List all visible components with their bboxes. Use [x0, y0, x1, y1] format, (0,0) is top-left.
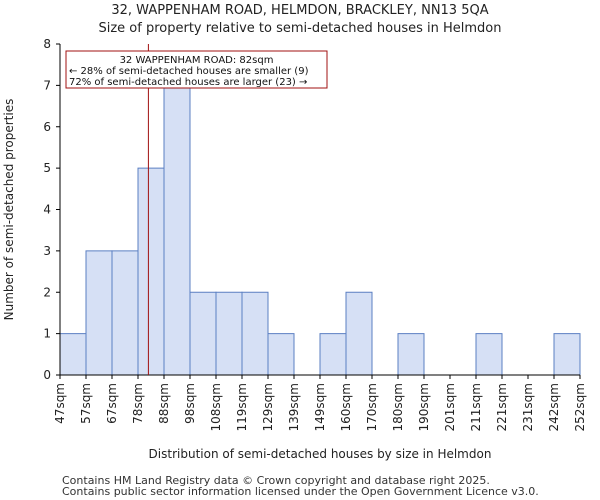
y-tick-label: 3	[43, 244, 51, 258]
histogram-bar	[553, 333, 581, 376]
x-tick-label: 170sqm	[365, 383, 379, 431]
x-tick-label: 108sqm	[209, 383, 223, 431]
x-tick-label: 221sqm	[495, 383, 509, 431]
histogram-bar	[319, 333, 347, 376]
histogram-bar	[267, 333, 295, 376]
x-tick-label: 252sqm	[573, 383, 587, 431]
x-tick-label: 201sqm	[443, 383, 457, 431]
chart-title-subtitle: Size of property relative to semi-detach…	[98, 21, 502, 36]
footer-licence: Contains public sector information licen…	[62, 485, 539, 498]
x-tick-label: 160sqm	[339, 383, 353, 431]
footer-copyright: Contains HM Land Registry data © Crown c…	[62, 474, 490, 487]
x-axis-label: Distribution of semi-detached houses by …	[149, 447, 492, 461]
histogram-bar	[189, 291, 217, 376]
x-tick-label: 98sqm	[183, 383, 197, 424]
x-tick-label: 139sqm	[287, 383, 301, 431]
histogram-bar	[85, 250, 113, 376]
y-tick-label: 5	[43, 161, 51, 175]
x-tick-label: 231sqm	[521, 383, 535, 431]
y-axis-label: Number of semi-detached properties	[2, 99, 16, 321]
y-tick-label: 7	[43, 78, 51, 92]
y-tick-label: 0	[43, 368, 51, 382]
histogram-bar	[345, 291, 373, 376]
annotation-larger: 72% of semi-detached houses are larger (…	[69, 77, 307, 88]
x-tick-label: 180sqm	[391, 383, 405, 431]
y-tick-label: 2	[43, 285, 51, 299]
x-tick-label: 211sqm	[469, 383, 483, 431]
x-tick-label: 242sqm	[547, 383, 561, 431]
y-tick-label: 4	[43, 203, 51, 217]
histogram-bar	[215, 291, 243, 376]
annotation-smaller: ← 28% of semi-detached houses are smalle…	[69, 66, 309, 77]
histogram-bar	[241, 291, 269, 376]
histogram-bar	[397, 333, 425, 376]
histogram-bar	[163, 84, 191, 376]
chart-title-address: 32, WAPPENHAM ROAD, HELMDON, BRACKLEY, N…	[111, 3, 489, 18]
histogram-bar	[475, 333, 503, 376]
histogram-bar	[59, 333, 87, 376]
histogram-bar	[111, 250, 139, 376]
x-tick-label: 47sqm	[53, 383, 67, 424]
y-tick-label: 8	[43, 37, 51, 51]
x-tick-label: 57sqm	[79, 383, 93, 424]
y-tick-label: 6	[43, 120, 51, 134]
x-tick-label: 119sqm	[235, 383, 249, 431]
histogram-bar	[137, 167, 165, 376]
x-tick-label: 129sqm	[261, 383, 275, 431]
x-tick-label: 190sqm	[417, 383, 431, 431]
annotation-title: 32 WAPPENHAM ROAD: 82sqm	[120, 55, 274, 66]
x-tick-label: 78sqm	[131, 383, 145, 424]
x-tick-label: 67sqm	[105, 383, 119, 424]
x-tick-label: 88sqm	[157, 383, 171, 424]
x-tick-label: 149sqm	[313, 383, 327, 431]
y-tick-label: 1	[43, 327, 51, 341]
annotation-box	[65, 50, 328, 89]
